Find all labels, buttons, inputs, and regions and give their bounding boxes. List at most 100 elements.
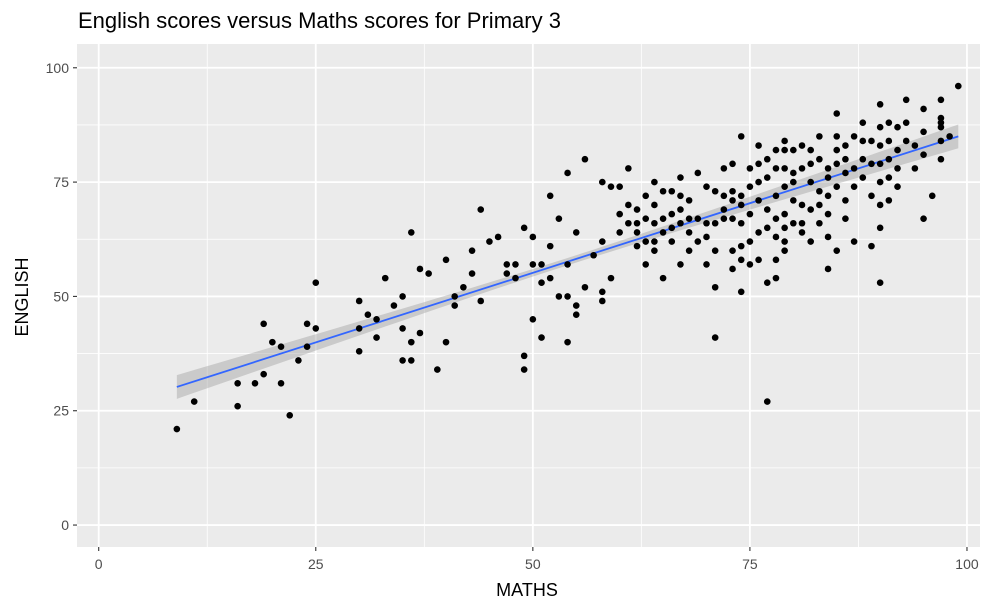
data-point [451,293,458,300]
data-point [442,256,450,264]
data-point [876,178,884,186]
data-point [763,279,771,286]
data-point [876,142,884,149]
data-point [564,293,571,300]
data-point [546,274,554,282]
data-point [555,215,563,222]
data-point [833,146,841,154]
data-point [599,178,606,186]
data-point [503,261,511,268]
data-point [668,238,676,245]
x-tick-label: 0 [95,556,103,572]
data-point [746,210,754,218]
data-point [868,192,875,200]
data-point [711,334,719,341]
x-axis-title: MATHS [496,580,558,600]
data-point [295,357,302,364]
data-point [703,261,710,268]
data-point [685,215,693,222]
data-point [468,270,476,277]
data-point [694,215,702,222]
data-point [312,279,320,286]
data-point [572,229,580,236]
data-point [355,325,363,332]
data-point [737,201,745,209]
data-point [911,142,919,149]
data-point [434,366,441,373]
data-point [842,215,849,222]
data-point [642,215,650,222]
data-point [772,165,780,172]
data-point [729,265,736,273]
x-tick-label: 25 [308,556,324,572]
data-point [876,101,884,108]
data-point [755,160,762,168]
data-point [859,174,867,181]
data-point [399,293,406,300]
data-point [659,274,667,282]
y-tick-label: 0 [61,517,69,533]
data-point [894,183,901,190]
data-point [303,343,311,351]
data-point [607,274,615,282]
data-point [720,165,728,172]
data-point [711,187,719,195]
data-point [442,338,450,346]
data-point [407,357,415,364]
data-point [564,261,571,268]
data-point [625,201,632,209]
data-point [798,201,806,209]
data-point [651,201,658,209]
data-point [529,261,537,268]
data-point [373,315,380,323]
data-point [711,283,719,291]
data-point [772,215,780,222]
data-point [807,238,814,245]
data-point [790,197,797,204]
data-point [520,352,528,360]
data-point [920,215,927,222]
data-point [885,137,893,145]
data-point [772,274,780,282]
axis-ticks: 0 25 50 75 100 0 25 50 75 100 [46,60,979,572]
data-point [616,229,623,236]
data-point [512,274,519,282]
data-point [902,119,910,126]
data-point [755,142,762,149]
data-point [381,274,389,282]
data-point [260,320,267,328]
data-point [737,288,745,296]
data-point [668,187,676,195]
data-point [737,219,745,227]
data-point [850,183,858,190]
data-point [868,137,875,145]
y-axis-title: ENGLISH [12,257,32,336]
data-point [746,165,754,172]
data-point [286,412,294,419]
data-point [885,155,893,163]
data-point [868,160,875,168]
data-point [746,183,754,190]
data-point [833,133,841,140]
data-point [807,206,814,213]
data-point [399,357,406,364]
x-tick-label: 50 [525,556,541,572]
data-point [763,398,771,405]
data-point [590,251,597,259]
data-point [460,283,467,291]
data-point [937,96,945,104]
data-point [616,183,623,190]
data-point [807,146,814,154]
data-point [633,206,641,213]
data-point [833,183,841,190]
data-point [451,302,458,309]
data-point [651,178,658,186]
data-point [755,256,762,264]
data-point [868,242,875,250]
data-point [755,178,762,186]
data-point [790,146,797,154]
data-point [920,105,927,113]
data-point [677,192,684,200]
data-point [937,119,945,126]
data-point [677,219,684,227]
